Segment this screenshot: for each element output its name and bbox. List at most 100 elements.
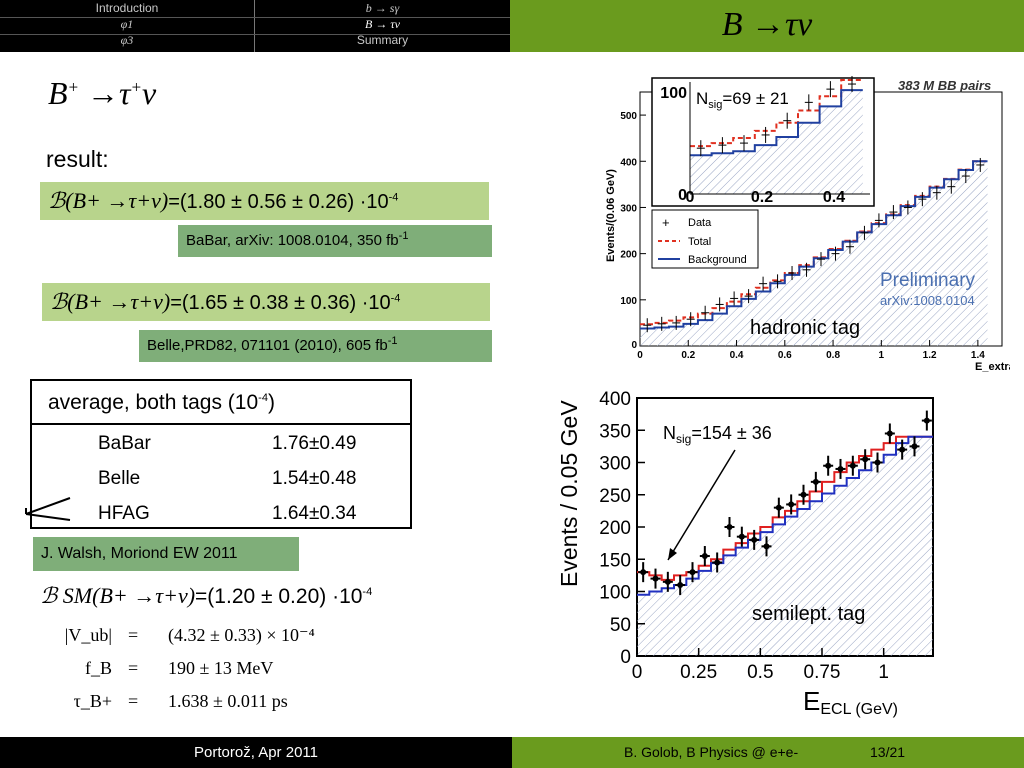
data-point: [874, 459, 881, 466]
x-tick-label: 0.25: [680, 662, 717, 683]
nav-item-btaunu[interactable]: B → τν: [365, 17, 400, 31]
inset-y-tick-label: 100: [660, 85, 687, 102]
inset-series-background: [690, 89, 863, 157]
x-tick-label: 0: [632, 662, 643, 683]
y-tick-label: 250: [599, 486, 631, 507]
y-tick-label: 50: [610, 615, 631, 636]
x-tick-label: 1: [878, 662, 889, 683]
nav-column-right: b → sγ B → τν Summary: [255, 0, 510, 52]
legend-marker-data: +: [662, 215, 670, 230]
data-point: [726, 524, 733, 530]
row-name: Belle: [98, 468, 141, 489]
page-number: 13/21: [870, 744, 906, 760]
annotation-tag: semilept. tag: [752, 603, 865, 625]
data-point: [812, 478, 819, 485]
belle-formula: ℬ(B+ →τ+ν): [50, 289, 171, 314]
y-tick-label: 150: [599, 550, 631, 571]
nsig-arrow: [667, 449, 736, 561]
annotation-preliminary: Preliminary: [880, 270, 976, 291]
equals-sign: =: [128, 691, 139, 711]
data-point: [652, 575, 659, 582]
slide-heading: B+ →τ+ν: [48, 75, 157, 111]
row-name: BaBar: [98, 433, 151, 454]
y-tick-label: 200: [599, 518, 631, 539]
nav-section: Introduction φ1 φ3 b → sγ B → τν Summary: [0, 0, 510, 52]
nav-item-bsgamma[interactable]: b → sγ: [365, 1, 400, 15]
x-tick-label: 1: [879, 350, 885, 361]
data-point: [701, 553, 708, 560]
nav-item-phi1[interactable]: φ1: [120, 17, 134, 31]
data-point: [664, 578, 671, 585]
sm-exponent: -4: [362, 586, 373, 598]
row-value: 1.64±0.34: [272, 503, 357, 524]
data-point: [751, 536, 758, 543]
inset-x-tick-label: 0.4: [823, 189, 845, 206]
data-point: [825, 462, 832, 469]
babar-formula: ℬ(B+ →τ+ν): [48, 188, 169, 213]
table-row: HFAG 1.64±0.34: [32, 497, 410, 531]
nav-rule: [0, 34, 510, 35]
footer-author: B. Golob, B Physics @ e+e-: [624, 744, 799, 760]
row-value: 1.54±0.48: [272, 468, 357, 489]
y-tick-label: 100: [620, 296, 637, 307]
data-point: [899, 446, 906, 453]
title-section: [510, 0, 1024, 52]
inset-plot: 0 0.2 0.4 0 100 Nsig=69 ± 21: [651, 76, 875, 207]
data-point: [689, 569, 696, 576]
x-tick-label: 0.8: [826, 350, 840, 361]
hadronic-tag-chart: 0 0.2 0.4 0.6 0.8 1 1.2 1.4 100 200 300 400 500 0 383…: [605, 76, 1010, 373]
data-point: [886, 430, 893, 437]
x-tick-label: 0.2: [681, 350, 695, 361]
y-tick-label: 500: [620, 111, 637, 122]
data-point: [788, 501, 795, 508]
sm-value: =(1.20 ± 0.20) ·10: [195, 585, 363, 608]
x-tick-label: 1.4: [971, 350, 985, 361]
inset-x-tick-label: 0: [686, 189, 695, 206]
babar-value: =(1.80 ± 0.56 ± 0.26) ·10: [168, 191, 389, 213]
data-point: [763, 543, 770, 550]
data-point: [837, 465, 844, 472]
data-point: [862, 456, 869, 463]
equation-rhs: 190 ± 13 MeV: [168, 658, 274, 678]
y-tick-label: 300: [620, 203, 637, 214]
y-tick-label: 200: [620, 250, 637, 261]
x-tick-label: 0.6: [778, 350, 792, 361]
y-tick-label: 300: [599, 454, 631, 475]
data-point: [677, 582, 684, 589]
nav-item-phi3[interactable]: φ3: [120, 33, 134, 47]
equals-sign: =: [128, 658, 139, 678]
equation-rhs: 1.638 ± 0.011 ps: [168, 691, 288, 711]
frame-title: B →τν: [721, 6, 813, 43]
equation-lhs: τ_B+: [73, 691, 112, 711]
x-axis-label: EECL (GeV): [803, 686, 898, 718]
table-row: Belle 1.54±0.48: [32, 462, 410, 496]
nav-item-summary[interactable]: Summary: [356, 33, 409, 47]
data-point: [714, 559, 721, 566]
chart-title: 383 M BB pairs: [898, 78, 991, 93]
belle-value: =(1.65 ± 0.38 ± 0.36) ·10: [170, 292, 391, 314]
legend-background: Background: [688, 254, 747, 266]
x-tick-label: 0: [637, 350, 643, 361]
x-tick-label: 0.5: [747, 662, 773, 683]
x-tick-label: 0.4: [730, 350, 744, 361]
footer-location: Portorož, Apr 2011: [0, 737, 512, 768]
y-axis-label: Events/(0.06 GeV): [605, 169, 617, 262]
x-tick-label: 0.75: [804, 662, 841, 683]
legend-data: Data: [688, 217, 712, 229]
nsig-label: Nsig=154 ± 36: [663, 423, 772, 446]
y-tick-label: 100: [599, 583, 631, 604]
y-tick-label: 400: [620, 157, 637, 168]
data-point: [640, 569, 647, 576]
nav-item-introduction[interactable]: Introduction: [95, 1, 159, 15]
background-fill: [637, 436, 933, 656]
average-table: average, both tags (10-4) BaBar 1.76±0.4…: [30, 379, 412, 529]
data-point: [849, 462, 856, 469]
equals-sign: =: [128, 625, 139, 645]
chart-legend: + Data Total Background: [651, 209, 759, 269]
y-tick-label: 400: [599, 389, 631, 410]
nsig-label: Nsig=69 ± 21: [696, 89, 789, 111]
table-row: BaBar 1.76±0.49: [32, 427, 410, 461]
inset-x-tick-label: 0.2: [751, 189, 773, 206]
series-background: [640, 160, 988, 330]
sm-formula: ℬ SM(B+ →τ+ν): [40, 583, 196, 608]
